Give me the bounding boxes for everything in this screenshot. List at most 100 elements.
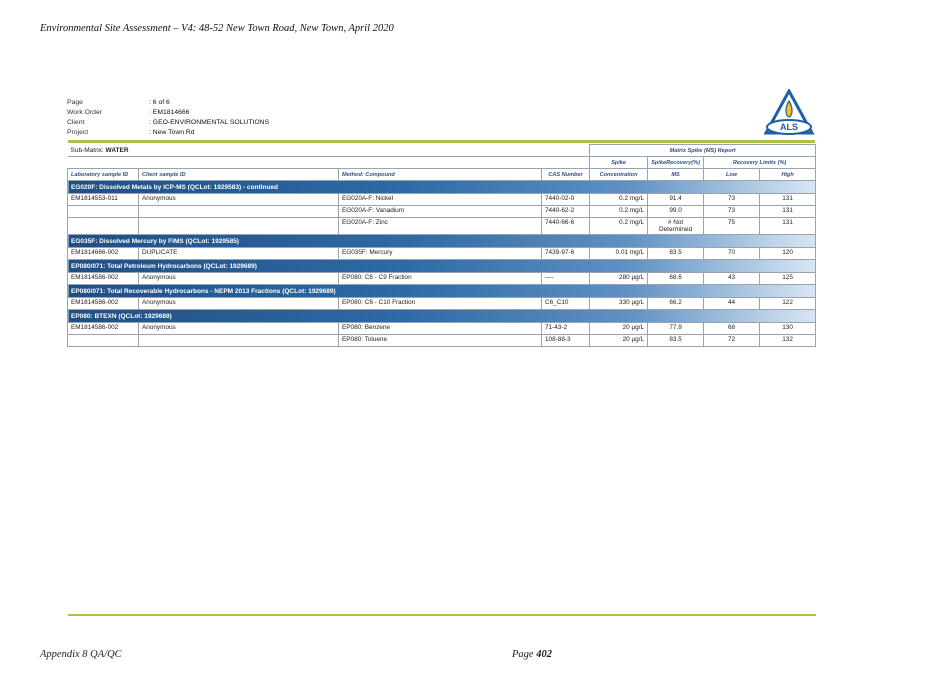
footer-divider: [68, 614, 816, 616]
method-compound: EP080: C6 - C9 Fraction: [338, 272, 542, 285]
method-compound: EG020A-F: Vanadium: [338, 205, 542, 218]
cas-number: 7439-97-6: [540, 247, 591, 260]
spike-concentration: 0.2 mg/L: [589, 217, 649, 235]
qc-group-header: EP080/071: Total Recoverable Hydrocarbon…: [66, 284, 817, 298]
table-row: EM1814586-002 Anonymous EP080: Benzene 71-4…: [67, 322, 817, 335]
submatrix-value: WATER: [105, 146, 129, 154]
spike-concentration: 280 µg/L: [589, 272, 649, 285]
spike-concentration: 20 µg/L: [589, 334, 649, 347]
recovery-high: 130: [759, 322, 817, 335]
col-recovery-limits: Recovery Limits (%): [703, 156, 817, 169]
col-spike-recovery: SpikeRecovery(%): [647, 156, 705, 169]
recovery-low: 73: [703, 193, 761, 206]
qc-group-title: EG020F: Dissolved Metals by ICP-MS (QCLo…: [66, 180, 817, 194]
report-title: Matrix Spike (MS) Report: [589, 144, 817, 157]
col-cas: CAS Number: [540, 168, 591, 181]
recovery-high: 120: [759, 247, 817, 260]
cas-number: C6_C10: [540, 297, 591, 310]
col-concentration: Concentration: [589, 168, 649, 181]
spike-recovery-ms: 77.9: [647, 322, 705, 335]
table-row: EG020A-F: Zinc 7440-66-6 0.2 mg/L # Not Det…: [67, 217, 817, 235]
method-compound: EP080: Toluene: [338, 334, 542, 347]
recovery-low: 68: [703, 322, 761, 335]
col-low: Low: [703, 168, 761, 181]
recovery-low: 72: [703, 334, 761, 347]
method-compound: EP080: C6 - C10 Fraction: [338, 297, 542, 310]
spike-concentration: 0.2 mg/L: [589, 193, 649, 206]
logo-text: ALS: [780, 122, 798, 132]
lab-sample-id: EM1814586-002: [67, 297, 139, 310]
lab-sample-id: [67, 334, 139, 347]
recovery-low: 75: [703, 217, 761, 235]
col-high: High: [759, 168, 817, 181]
qc-group-title: EG035F: Dissolved Mercury by FIMS (QCLot…: [66, 234, 817, 248]
client-sample-id: DUPLICATE: [138, 247, 339, 260]
meta-value: GEO-ENVIRONMENTAL SOLUTIONS: [149, 118, 269, 128]
cas-number: 7440-02-0: [540, 193, 591, 206]
meta-row: Client GEO-ENVIRONMENTAL SOLUTIONS: [67, 118, 269, 128]
recovery-high: 125: [759, 272, 817, 285]
cas-number: 7440-66-6: [540, 217, 591, 235]
footer-page-number: 402: [536, 649, 552, 660]
meta-label: Client: [67, 119, 85, 126]
table-row: EM1814586-002 Anonymous EP080: C6 - C9 Fra…: [67, 272, 817, 285]
lab-sample-id: [67, 217, 139, 235]
spike-recovery-ms: 66.2: [647, 297, 705, 310]
method-compound: EP080: Benzene: [338, 322, 542, 335]
cas-number: 7440-62-2: [540, 205, 591, 218]
recovery-low: 73: [703, 205, 761, 218]
qc-group-title: EP080/071: Total Recoverable Hydrocarbon…: [66, 284, 817, 298]
table-row: EP080: Toluene 108-88-3 20 µg/L 83.5 72 132: [67, 334, 817, 347]
col-ms: MS: [647, 168, 705, 181]
spike-recovery-ms: 83.5: [647, 334, 705, 347]
recovery-high: 122: [759, 297, 817, 310]
col-client-id: Client sample ID: [138, 168, 339, 181]
table-row: EM1814666-002 DUPLICATE EG035F: Mercury 743…: [67, 247, 817, 260]
client-sample-id: [138, 205, 339, 218]
spike-recovery-ms: 99.0: [647, 205, 705, 218]
cas-number: ----: [540, 272, 591, 285]
cas-number: 108-88-3: [540, 334, 591, 347]
recovery-low: 70: [703, 247, 761, 260]
recovery-high: 132: [759, 334, 817, 347]
table-row: EM1814553-011 Anonymous EG020A-F: Nickel 74…: [67, 193, 817, 206]
table-row: EG020A-F: Vanadium 7440-62-2 0.2 mg/L 99.0 7…: [67, 205, 817, 218]
recovery-low: 44: [703, 297, 761, 310]
client-sample-id: Anonymous: [138, 322, 339, 335]
spike-recovery-ms: # Not Determined: [647, 217, 705, 235]
submatrix-label: Sub-Matrix:: [70, 146, 104, 154]
footer-page-label: Page: [512, 649, 534, 660]
lab-sample-id: EM1814586-002: [67, 272, 139, 285]
lab-sample-id: EM1814553-011: [67, 193, 139, 206]
client-sample-id: Anonymous: [138, 193, 339, 206]
footer-appendix: Appendix 8 QA/QC: [40, 649, 122, 660]
spike-recovery-ms: 68.6: [647, 272, 705, 285]
cas-number: 71-43-2: [540, 322, 591, 335]
meta-row: Work Order EM1814666: [67, 108, 269, 118]
recovery-high: 131: [759, 217, 817, 235]
report-meta: Page 6 of 6 Work Order EM1814666 Client GEO-E…: [67, 98, 269, 138]
client-sample-id: Anonymous: [138, 297, 339, 310]
meta-label: Work Order: [67, 109, 102, 116]
spike-concentration: 20 µg/L: [589, 322, 649, 335]
spike-recovery-ms: 91.4: [647, 193, 705, 206]
qc-group-title: EP080/071: Total Petroleum Hydrocarbons …: [66, 259, 817, 273]
qc-group-header: EG035F: Dissolved Mercury by FIMS (QCLot…: [66, 234, 817, 248]
meta-value: New Town Rd: [149, 128, 195, 138]
meta-label: Project: [67, 129, 89, 136]
header-spacer: [67, 156, 591, 169]
lab-sample-id: EM1814666-002: [67, 247, 139, 260]
col-spike: Spike: [589, 156, 649, 169]
method-compound: EG020A-F: Nickel: [338, 193, 542, 206]
lab-sample-id: EM1814586-002: [67, 322, 139, 335]
meta-value: EM1814666: [149, 108, 190, 118]
client-sample-id: [138, 217, 339, 235]
col-lab-id: Laboratory sample ID: [67, 168, 139, 181]
recovery-low: 43: [703, 272, 761, 285]
qc-group-header: EP080: BTEXN (QCLot: 1929689): [66, 309, 817, 323]
qc-group-header: EP080/071: Total Petroleum Hydrocarbons …: [66, 259, 817, 273]
spike-concentration: 0.01 mg/L: [589, 247, 649, 260]
spike-concentration: 330 µg/L: [589, 297, 649, 310]
client-sample-id: Anonymous: [138, 272, 339, 285]
col-method: Method: Compound: [338, 168, 542, 181]
